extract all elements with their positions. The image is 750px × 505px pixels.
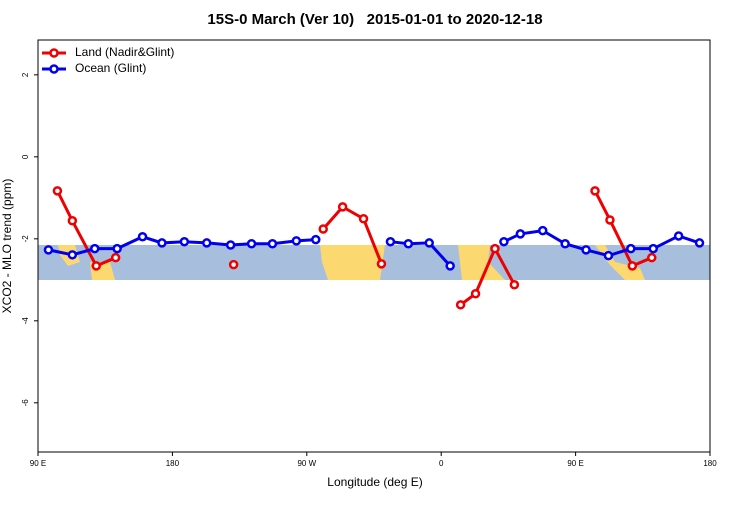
data-point — [673, 231, 684, 241]
data-point — [110, 252, 121, 263]
data-point — [445, 261, 455, 271]
plot-frame — [37, 39, 711, 453]
data-point — [385, 236, 396, 247]
data-point — [179, 236, 190, 247]
data-point — [228, 259, 239, 270]
data-point — [581, 245, 591, 255]
x-tick-label: 90 E — [30, 459, 46, 468]
data-point — [605, 215, 615, 225]
x-tick-label: 90 E — [567, 459, 583, 468]
y-tick-label: -4 — [21, 317, 30, 325]
y-tick-label: -6 — [21, 399, 30, 407]
data-point — [89, 243, 100, 254]
data-point — [157, 238, 167, 248]
y-tick-label: -2 — [21, 235, 30, 243]
data-point — [515, 229, 526, 239]
x-tick-label: 0 — [439, 459, 444, 468]
y-tick-label: 2 — [21, 72, 30, 77]
legend-marker — [49, 64, 59, 74]
data-point — [67, 250, 78, 260]
data-point — [43, 245, 54, 255]
data-point — [358, 213, 369, 224]
data-point — [291, 236, 302, 246]
y-tick-label: 0 — [21, 154, 30, 159]
data-point — [647, 252, 657, 263]
data-point — [112, 243, 122, 254]
data-point — [337, 202, 348, 212]
legend-marker — [49, 48, 59, 58]
data-point — [376, 259, 387, 269]
data-point — [424, 238, 435, 248]
data-point — [626, 243, 636, 254]
data-point — [52, 186, 63, 196]
data-point — [509, 279, 520, 290]
x-tick-label: 180 — [703, 459, 717, 468]
chart-title: 15S-0 March (Ver 10) 2015-01-01 to 2020-… — [207, 11, 542, 28]
y-axis-label: XCO2 - MLO trend (ppm) — [0, 179, 14, 314]
legend-label: Ocean (Glint) — [75, 61, 146, 75]
data-point — [246, 238, 257, 249]
data-point — [137, 232, 148, 242]
data-point — [403, 238, 414, 249]
data-point — [201, 238, 212, 248]
data-point — [603, 250, 614, 261]
map-band — [38, 245, 710, 280]
data-point — [490, 243, 500, 254]
data-point — [470, 289, 481, 299]
x-tick-label: 180 — [166, 459, 180, 468]
data-point — [694, 238, 705, 248]
data-point — [318, 224, 328, 234]
data-point — [499, 236, 509, 247]
data-point — [560, 238, 570, 249]
data-point — [311, 234, 321, 245]
data-point — [537, 225, 548, 236]
series-line — [56, 190, 653, 307]
data-point — [91, 261, 101, 271]
x-axis-label: Longitude (deg E) — [327, 475, 422, 489]
legend-label: Land (Nadir&Glint) — [75, 45, 174, 59]
data-point — [225, 240, 236, 250]
land-patch — [58, 245, 645, 280]
x-tick-label: 90 W — [297, 459, 316, 468]
data-point — [267, 238, 278, 249]
data-point — [67, 216, 78, 226]
data-point — [627, 261, 638, 271]
data-point — [590, 186, 600, 196]
data-point — [648, 243, 659, 254]
data-point — [455, 300, 466, 310]
